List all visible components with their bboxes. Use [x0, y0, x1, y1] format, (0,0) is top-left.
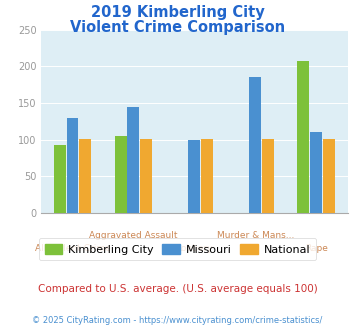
- Bar: [310, 132, 322, 213]
- Text: Violent Crime Comparison: Violent Crime Comparison: [70, 20, 285, 35]
- Text: 2019 Kimberling City: 2019 Kimberling City: [91, 5, 264, 20]
- Text: Aggravated Assault: Aggravated Assault: [89, 231, 178, 240]
- Bar: [66, 117, 78, 213]
- Text: © 2025 CityRating.com - https://www.cityrating.com/crime-statistics/: © 2025 CityRating.com - https://www.city…: [32, 315, 323, 325]
- Bar: [262, 139, 274, 213]
- Bar: [249, 77, 261, 213]
- Legend: Kimberling City, Missouri, National: Kimberling City, Missouri, National: [39, 238, 316, 260]
- Text: Rape: Rape: [305, 244, 328, 253]
- Bar: [297, 61, 309, 213]
- Bar: [140, 139, 152, 213]
- Bar: [127, 107, 140, 213]
- Text: Robbery: Robbery: [176, 244, 213, 253]
- Bar: [201, 139, 213, 213]
- Bar: [189, 140, 200, 213]
- Bar: [54, 145, 66, 213]
- Bar: [323, 139, 335, 213]
- Bar: [115, 136, 127, 213]
- Bar: [80, 139, 91, 213]
- Text: All Violent Crime: All Violent Crime: [35, 244, 110, 253]
- Text: Murder & Mans...: Murder & Mans...: [217, 231, 294, 240]
- Text: Compared to U.S. average. (U.S. average equals 100): Compared to U.S. average. (U.S. average …: [38, 284, 317, 294]
